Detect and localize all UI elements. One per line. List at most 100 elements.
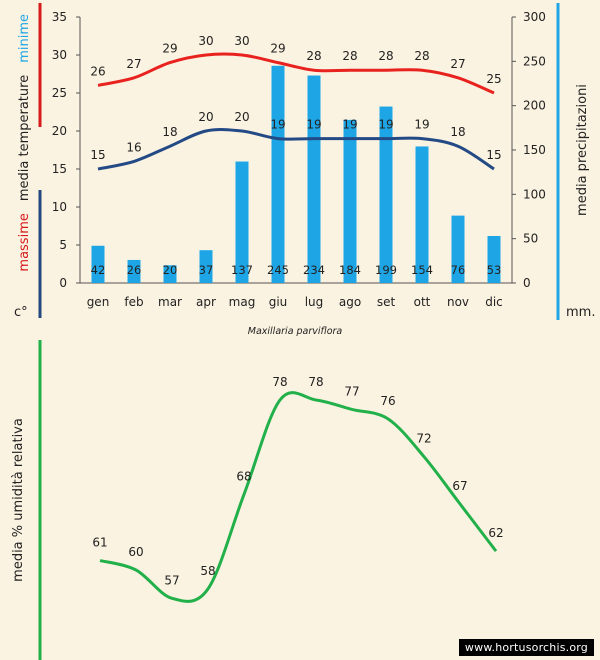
precipitation-bar bbox=[271, 65, 285, 284]
left-axis-title-main: media temperature bbox=[17, 75, 32, 201]
month-label: ott bbox=[414, 295, 431, 309]
min-temperature-label: 19 bbox=[414, 118, 429, 132]
precipitation-bar bbox=[127, 259, 141, 283]
humidity-label: 58 bbox=[200, 564, 215, 578]
month-label: gen bbox=[87, 295, 110, 309]
precipitation-bar bbox=[199, 250, 213, 283]
min-temperature-label: 15 bbox=[486, 148, 501, 162]
left-tick-label: 30 bbox=[52, 48, 67, 62]
precipitation-label: 76 bbox=[451, 263, 466, 277]
humidity-label: 78 bbox=[308, 375, 323, 389]
precipitation-bar bbox=[379, 106, 393, 283]
left-unit-label: c° bbox=[14, 305, 28, 320]
humidity-label: 57 bbox=[164, 573, 179, 587]
left-axis-title-min: minime bbox=[17, 14, 32, 63]
max-temperature-label: 28 bbox=[414, 49, 429, 63]
right-tick-label: 50 bbox=[523, 232, 538, 246]
max-temperature-label: 28 bbox=[306, 49, 321, 63]
min-temperature-label: 15 bbox=[90, 148, 105, 162]
month-label: lug bbox=[305, 295, 324, 309]
humidity-label: 72 bbox=[416, 432, 431, 446]
precipitation-label: 245 bbox=[267, 263, 289, 277]
min-temperature-label: 19 bbox=[270, 118, 285, 132]
right-tick-label: 100 bbox=[523, 187, 546, 201]
species-caption: Maxillaria parviflora bbox=[248, 326, 343, 337]
month-label: feb bbox=[124, 295, 143, 309]
precipitation-bar bbox=[415, 146, 429, 283]
min-temperature-label: 19 bbox=[378, 118, 393, 132]
min-temperature-label: 18 bbox=[450, 125, 465, 139]
humidity-label: 62 bbox=[488, 526, 503, 540]
humidity-axis-title: media % umidità relativa bbox=[11, 418, 26, 582]
right-tick-label: 250 bbox=[523, 54, 546, 68]
precipitation-label: 199 bbox=[375, 263, 397, 277]
precipitation-label: 37 bbox=[199, 263, 214, 277]
min-temperature-label: 19 bbox=[342, 118, 357, 132]
left-tick-label: 10 bbox=[52, 200, 67, 214]
humidity-line bbox=[99, 391, 498, 603]
precipitation-bar bbox=[163, 265, 177, 283]
right-unit-label: mm. bbox=[566, 305, 595, 320]
humidity-chart: media % umidità relativa 61 60 57 58 68 78 78 77… bbox=[11, 340, 504, 660]
min-temperature-label: 18 bbox=[162, 125, 177, 139]
precipitation-label: 26 bbox=[127, 263, 142, 277]
left-tick-label: 25 bbox=[52, 86, 67, 100]
precipitation-bar bbox=[235, 161, 249, 283]
max-temperature-label: 27 bbox=[450, 57, 465, 71]
right-tick-label: 150 bbox=[523, 143, 546, 157]
min-temperature-label: 20 bbox=[198, 110, 213, 124]
precipitation-label: 154 bbox=[411, 263, 433, 277]
precipitation-label: 53 bbox=[487, 263, 502, 277]
precipitation-label: 234 bbox=[303, 263, 325, 277]
left-axis-title-max: massime bbox=[17, 213, 32, 271]
humidity-label: 77 bbox=[344, 384, 359, 398]
humidity-label: 61 bbox=[92, 536, 107, 550]
max-temperature-label: 28 bbox=[378, 49, 393, 63]
precipitation-bar bbox=[307, 75, 321, 284]
month-label: set bbox=[377, 295, 396, 309]
precipitation-bar bbox=[343, 119, 357, 283]
humidity-label: 68 bbox=[236, 469, 251, 483]
left-tick-label: 0 bbox=[59, 276, 67, 290]
precipitation-label: 42 bbox=[91, 263, 106, 277]
right-axis-title: media precipitazioni bbox=[575, 84, 590, 216]
max-temperature-label: 25 bbox=[486, 72, 501, 86]
month-label: mar bbox=[158, 295, 182, 309]
max-temperature-label: 30 bbox=[234, 34, 249, 48]
left-axis-title: massime media temperature minime bbox=[17, 14, 32, 272]
left-tick-label: 35 bbox=[52, 10, 67, 24]
max-temperature-label: 29 bbox=[162, 42, 177, 56]
precipitation-label: 20 bbox=[163, 263, 178, 277]
max-temperature-label: 27 bbox=[126, 57, 141, 71]
max-temperature-label: 30 bbox=[198, 34, 213, 48]
temperature-precipitation-chart: 0 5 10 15 20 25 30 35 0 50 100 150 200 250 300 42 26 20 37… bbox=[14, 3, 595, 320]
left-tick-label: 5 bbox=[59, 238, 67, 252]
max-temperature-label: 26 bbox=[90, 64, 105, 78]
month-label: giu bbox=[269, 295, 288, 309]
min-temperature-label: 16 bbox=[126, 140, 141, 154]
humidity-label: 67 bbox=[452, 479, 467, 493]
month-label: dic bbox=[485, 295, 503, 309]
max-temperature-label: 29 bbox=[270, 42, 285, 56]
month-label: ago bbox=[339, 295, 361, 309]
max-temperature-line bbox=[97, 52, 495, 95]
max-temperature-label: 28 bbox=[342, 49, 357, 63]
min-temperature-line bbox=[97, 128, 495, 171]
right-tick-label: 200 bbox=[523, 99, 546, 113]
precipitation-label: 184 bbox=[339, 263, 361, 277]
right-tick-label: 300 bbox=[523, 10, 546, 24]
left-tick-label: 15 bbox=[52, 162, 67, 176]
humidity-label: 78 bbox=[272, 375, 287, 389]
min-temperature-label: 20 bbox=[234, 110, 249, 124]
humidity-label: 60 bbox=[128, 545, 143, 559]
precipitation-bar bbox=[91, 245, 105, 283]
month-label: apr bbox=[196, 295, 216, 309]
left-tick-label: 20 bbox=[52, 124, 67, 138]
precipitation-bar bbox=[451, 215, 465, 283]
right-tick-label: 0 bbox=[523, 276, 531, 290]
min-temperature-label: 19 bbox=[306, 118, 321, 132]
month-label: mag bbox=[229, 295, 256, 309]
month-label: nov bbox=[447, 295, 469, 309]
precipitation-bar bbox=[487, 236, 501, 283]
